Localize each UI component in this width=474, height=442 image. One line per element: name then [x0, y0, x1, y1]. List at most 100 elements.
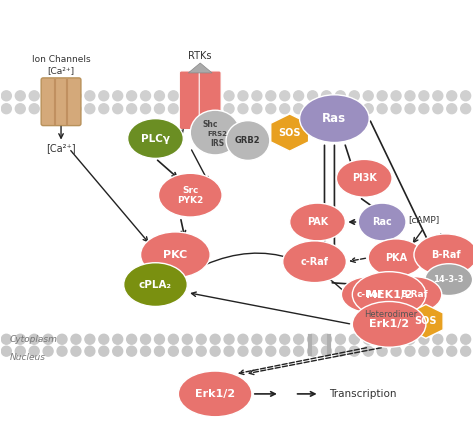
- Circle shape: [433, 104, 443, 114]
- Circle shape: [29, 91, 39, 101]
- Text: [cAMP]: [cAMP]: [408, 216, 439, 225]
- Text: Transcription: Transcription: [329, 389, 397, 399]
- Text: PLCγ: PLCγ: [141, 133, 170, 144]
- Circle shape: [377, 91, 387, 101]
- Text: [Ca²⁺]: [Ca²⁺]: [46, 144, 76, 153]
- Circle shape: [405, 346, 415, 356]
- Circle shape: [127, 104, 137, 114]
- Text: Rac: Rac: [372, 217, 392, 227]
- Circle shape: [349, 346, 359, 356]
- Circle shape: [238, 104, 248, 114]
- Circle shape: [141, 104, 151, 114]
- Circle shape: [336, 91, 346, 101]
- Text: RTKs: RTKs: [189, 51, 212, 61]
- Circle shape: [447, 346, 457, 356]
- Text: Ion Channels: Ion Channels: [32, 54, 91, 64]
- Circle shape: [363, 346, 373, 356]
- Circle shape: [266, 346, 276, 356]
- Circle shape: [196, 334, 206, 344]
- Circle shape: [321, 346, 331, 356]
- Circle shape: [15, 104, 25, 114]
- Circle shape: [1, 334, 11, 344]
- Circle shape: [266, 91, 276, 101]
- Circle shape: [99, 91, 109, 101]
- Circle shape: [238, 91, 248, 101]
- Circle shape: [1, 104, 11, 114]
- Circle shape: [461, 104, 471, 114]
- Circle shape: [321, 334, 331, 344]
- FancyBboxPatch shape: [41, 78, 81, 126]
- Circle shape: [405, 91, 415, 101]
- Circle shape: [196, 104, 206, 114]
- Circle shape: [238, 334, 248, 344]
- Circle shape: [321, 104, 331, 114]
- Circle shape: [113, 334, 123, 344]
- Circle shape: [85, 334, 95, 344]
- Circle shape: [85, 346, 95, 356]
- Circle shape: [71, 104, 81, 114]
- Circle shape: [99, 346, 109, 356]
- Circle shape: [349, 104, 359, 114]
- Circle shape: [210, 104, 220, 114]
- Circle shape: [224, 91, 234, 101]
- FancyBboxPatch shape: [179, 71, 201, 130]
- Ellipse shape: [290, 203, 346, 241]
- Circle shape: [1, 91, 11, 101]
- Circle shape: [461, 346, 471, 356]
- Circle shape: [419, 346, 429, 356]
- Circle shape: [363, 104, 373, 114]
- Text: FRS2: FRS2: [207, 130, 227, 137]
- Circle shape: [321, 91, 331, 101]
- Circle shape: [252, 334, 262, 344]
- Text: B-Raf: B-Raf: [431, 250, 461, 260]
- Circle shape: [238, 346, 248, 356]
- Ellipse shape: [386, 277, 442, 312]
- Ellipse shape: [178, 371, 252, 417]
- Circle shape: [349, 334, 359, 344]
- Circle shape: [405, 104, 415, 114]
- Circle shape: [308, 346, 318, 356]
- Text: PI3K: PI3K: [352, 173, 377, 183]
- Circle shape: [155, 346, 164, 356]
- Text: Cytoplasm: Cytoplasm: [9, 335, 57, 344]
- Text: Nucleus: Nucleus: [9, 353, 46, 362]
- Circle shape: [210, 334, 220, 344]
- Ellipse shape: [128, 118, 183, 158]
- Circle shape: [1, 346, 11, 356]
- Circle shape: [294, 91, 304, 101]
- Circle shape: [15, 346, 25, 356]
- Circle shape: [43, 91, 53, 101]
- Circle shape: [57, 91, 67, 101]
- Circle shape: [85, 104, 95, 114]
- Circle shape: [280, 334, 290, 344]
- Circle shape: [113, 91, 123, 101]
- Circle shape: [391, 104, 401, 114]
- Ellipse shape: [158, 173, 222, 217]
- Circle shape: [377, 104, 387, 114]
- Circle shape: [294, 334, 304, 344]
- Circle shape: [349, 91, 359, 101]
- Text: Erk1/2: Erk1/2: [369, 320, 409, 329]
- Circle shape: [224, 346, 234, 356]
- Circle shape: [294, 346, 304, 356]
- Text: PKC: PKC: [163, 250, 188, 260]
- Circle shape: [405, 334, 415, 344]
- Text: B-Raf: B-Raf: [400, 290, 428, 299]
- Circle shape: [155, 334, 164, 344]
- Circle shape: [182, 104, 192, 114]
- Circle shape: [127, 334, 137, 344]
- Text: SOS: SOS: [415, 316, 437, 326]
- Text: IRS: IRS: [210, 139, 224, 148]
- Circle shape: [280, 91, 290, 101]
- Text: PKA: PKA: [385, 253, 407, 263]
- Circle shape: [57, 346, 67, 356]
- Circle shape: [419, 104, 429, 114]
- Circle shape: [308, 91, 318, 101]
- Circle shape: [57, 104, 67, 114]
- Ellipse shape: [300, 95, 369, 142]
- Ellipse shape: [414, 234, 474, 276]
- Circle shape: [113, 346, 123, 356]
- Ellipse shape: [368, 239, 424, 277]
- Circle shape: [461, 91, 471, 101]
- Circle shape: [15, 334, 25, 344]
